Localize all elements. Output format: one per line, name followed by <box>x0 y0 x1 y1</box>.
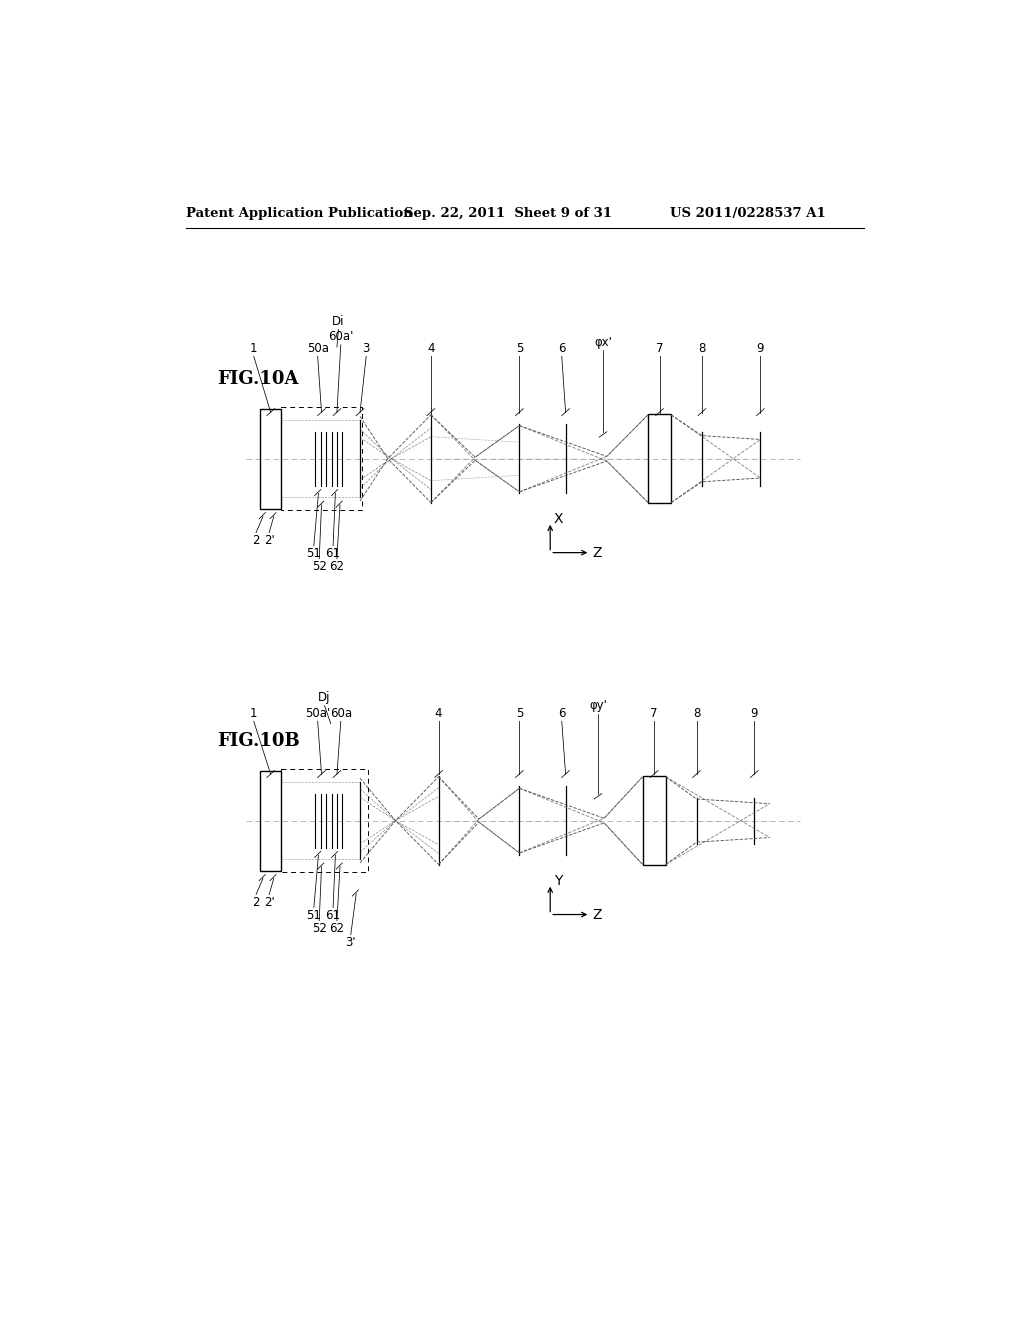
Text: 61: 61 <box>326 909 341 923</box>
Text: 1: 1 <box>250 342 257 355</box>
Text: φy': φy' <box>589 700 607 711</box>
Text: 52: 52 <box>311 923 327 936</box>
Text: 60a': 60a' <box>328 330 353 343</box>
Text: 61: 61 <box>326 548 341 560</box>
Text: 4: 4 <box>435 706 442 719</box>
Text: Z: Z <box>593 545 602 560</box>
Text: 2': 2' <box>264 896 274 909</box>
Text: φx': φx' <box>594 335 612 348</box>
Text: 8: 8 <box>698 342 706 355</box>
Text: 52: 52 <box>311 560 327 573</box>
Text: Di: Di <box>332 314 345 327</box>
Text: 5: 5 <box>516 706 523 719</box>
Text: 60a: 60a <box>330 706 352 719</box>
Text: 6: 6 <box>558 342 565 355</box>
Text: Y: Y <box>554 874 562 887</box>
Text: 3: 3 <box>362 342 370 355</box>
Text: 1: 1 <box>250 706 257 719</box>
Text: Patent Application Publication: Patent Application Publication <box>186 207 413 220</box>
Text: 4: 4 <box>427 342 434 355</box>
Text: Z: Z <box>593 908 602 921</box>
Text: 51: 51 <box>306 909 322 923</box>
Text: 50a': 50a' <box>305 706 331 719</box>
Bar <box>260 771 282 871</box>
Text: 2: 2 <box>252 535 260 548</box>
Text: Sep. 22, 2011  Sheet 9 of 31: Sep. 22, 2011 Sheet 9 of 31 <box>403 207 612 220</box>
Text: 50a: 50a <box>306 342 329 355</box>
Text: 7: 7 <box>650 706 657 719</box>
Bar <box>648 414 671 503</box>
Bar <box>282 407 362 511</box>
Text: 3': 3' <box>345 936 356 949</box>
Text: 62: 62 <box>330 560 344 573</box>
Text: 6: 6 <box>558 706 565 719</box>
Text: 5: 5 <box>516 342 523 355</box>
Text: 9: 9 <box>751 706 758 719</box>
Text: FIG.10A: FIG.10A <box>217 370 298 388</box>
Text: X: X <box>554 512 563 525</box>
Bar <box>282 770 368 873</box>
Bar <box>643 776 666 865</box>
Text: FIG.10B: FIG.10B <box>217 733 300 750</box>
Text: 7: 7 <box>655 342 664 355</box>
Text: 8: 8 <box>693 706 700 719</box>
Text: 2': 2' <box>264 535 274 548</box>
Text: 9: 9 <box>757 342 764 355</box>
Text: 62: 62 <box>330 923 344 936</box>
Text: Dj: Dj <box>318 692 331 705</box>
Text: US 2011/0228537 A1: US 2011/0228537 A1 <box>670 207 825 220</box>
Bar <box>260 409 282 508</box>
Text: 51: 51 <box>306 548 322 560</box>
Text: 2: 2 <box>252 896 260 909</box>
